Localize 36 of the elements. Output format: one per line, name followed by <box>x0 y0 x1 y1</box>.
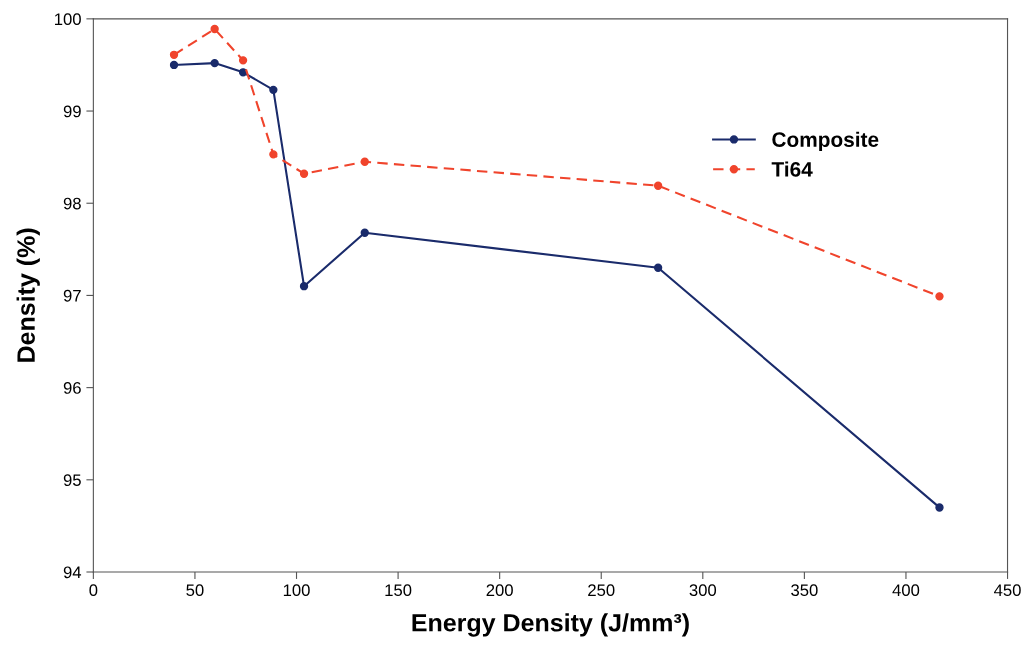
x-tick-label: 150 <box>385 584 412 597</box>
legend-label: Composite <box>772 131 879 152</box>
x-tick-label: 350 <box>791 584 818 597</box>
point <box>299 169 309 178</box>
point <box>210 58 219 68</box>
x-tick-label: 400 <box>892 584 920 597</box>
x-tick-label: 50 <box>186 584 204 597</box>
y-tick-label: 95 <box>63 474 81 487</box>
point <box>653 181 663 190</box>
point <box>169 60 179 70</box>
point <box>269 150 278 159</box>
point <box>169 50 179 59</box>
point <box>360 228 369 237</box>
x-tick-label: 200 <box>486 584 513 597</box>
x-tick-label: 0 <box>89 584 98 597</box>
x-tick-label: 100 <box>283 584 310 597</box>
point <box>935 503 944 512</box>
point <box>299 282 309 291</box>
y-tick-label: 97 <box>63 289 81 302</box>
point <box>238 56 248 65</box>
point <box>269 85 278 95</box>
point <box>653 263 663 272</box>
legend-label: Ti64 <box>771 161 813 177</box>
x-tick-label: 450 <box>994 584 1021 597</box>
y-tick-label: 100 <box>55 13 81 26</box>
y-tick-label: 94 <box>63 566 82 579</box>
x-tick-label: 250 <box>588 584 615 597</box>
point <box>210 24 219 34</box>
point <box>360 157 369 166</box>
point <box>935 292 944 301</box>
x-axis-title: Energy Density (J/mm³) <box>412 613 689 637</box>
y-tick-label: 98 <box>63 197 81 210</box>
y-axis-title: Density (%) <box>16 228 40 362</box>
y-tick-label: 96 <box>63 382 81 394</box>
x-tick-label: 300 <box>689 584 717 597</box>
y-tick-label: 99 <box>63 105 81 118</box>
